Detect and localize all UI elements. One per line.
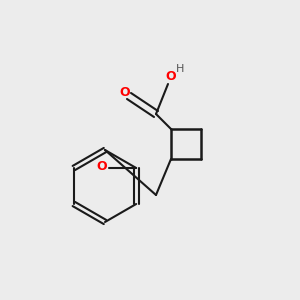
Text: H: H (176, 64, 184, 74)
Text: O: O (96, 160, 107, 173)
Text: O: O (166, 70, 176, 83)
Text: O: O (119, 86, 130, 100)
